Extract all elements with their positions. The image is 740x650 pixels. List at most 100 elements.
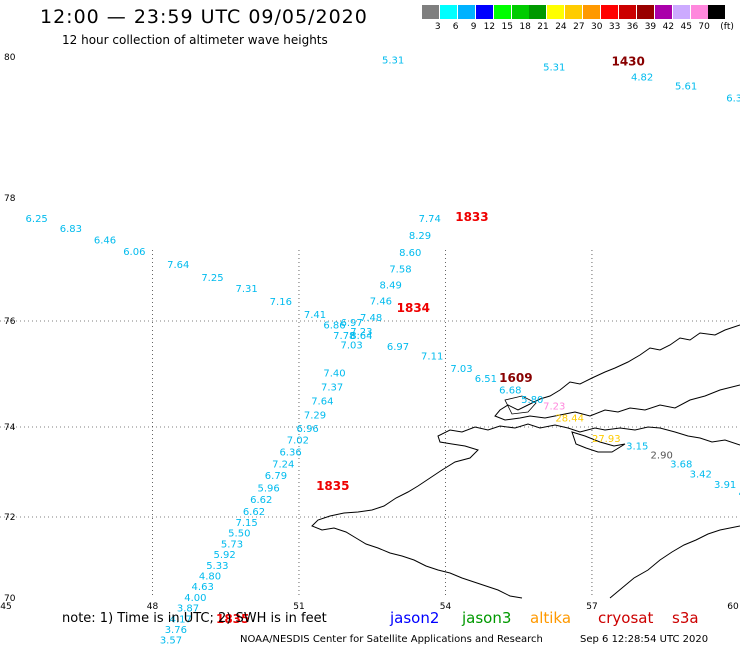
lat-tick-label: 70 [4,594,16,604]
wave-height-value: 5.96 [257,483,279,494]
wave-height-value: 6.32 [726,93,740,104]
legend-label: 9 [470,22,477,32]
coastline-bay [504,395,537,415]
legend-swatch [672,5,690,19]
wave-height-value: 7.03 [340,341,362,352]
satellite-s3a: s3a [672,609,699,627]
pass-time-label: 1835 [316,479,349,493]
wave-height-value: 5.31 [382,55,404,66]
axis-ticks: 45 48 51 54 57 60 80 78 76 74 72 70 [0,53,739,612]
wave-height-value: 6.86 [323,320,345,331]
wave-height-value: 6.46 [94,236,116,247]
wave-height-value: 7.78 [333,331,355,342]
wave-height-value: 6.97 [387,342,409,353]
wave-height-value: 7.64 [311,397,333,408]
legend-label: 45 [680,22,692,32]
observations-layer: 5.315.314.825.616.3246.256.836.466.067.6… [26,55,740,646]
legend-swatch [475,5,493,19]
satellite-jason3: jason3 [462,609,512,627]
wave-height-value: 7.23 [350,327,372,338]
legend-swatch [636,5,654,19]
legend-swatch [511,5,529,19]
lon-tick-label: 60 [727,602,739,612]
legend-swatch [422,5,439,19]
legend-label: 39 [644,22,657,32]
wave-height-value: 6.62 [243,507,265,518]
wave-height-value: 5.61 [675,81,697,92]
wave-height-value: 27.93 [592,434,621,445]
time-labels-layer: 1430 1833 1834 1609 1835 1835 [216,54,645,626]
legend-label: 30 [591,22,603,32]
wave-height-value: 7.40 [323,369,345,380]
lon-tick-label: 54 [440,602,452,612]
legend-label: 33 [608,22,621,32]
legend-label: 18 [519,22,531,32]
wave-height-value: 7.24 [272,460,294,471]
pass-time-label: 1833 [455,210,488,224]
wave-height-value: 7.31 [236,284,258,295]
footnote: note: 1) Time is in UTC; 2) SWH is in fe… [62,611,327,626]
wave-height-value: 7.02 [287,436,309,447]
wave-height-value: 6.36 [279,447,301,458]
lon-tick-label: 45 [0,602,11,612]
legend-swatch [493,5,511,19]
wave-height-value: 7.41 [304,310,326,321]
legend-label: 6 [452,22,459,32]
lat-tick-label: 72 [4,513,15,523]
satellite-altika: altika [530,609,572,627]
wave-height-value: 3.68 [670,460,692,471]
page-title: 12:00 — 23:59 UTC 09/05/2020 [40,6,368,28]
legend-label: 36 [626,22,639,32]
page-subtitle: 12 hour collection of altimeter wave hei… [62,33,328,47]
wave-height-value: 7.16 [270,297,292,308]
wave-height-value: 7.58 [389,264,411,275]
wave-height-value: 6.83 [60,224,82,235]
wave-height-value: 8.60 [399,248,421,259]
wave-height-value: 8.29 [409,231,431,242]
coastline-north-island [494,324,740,421]
wave-height-value: 6.96 [297,424,319,435]
wave-height-value: 8.49 [380,280,402,291]
wave-height-value: 7.64 [167,260,189,271]
legend-swatch [654,5,672,19]
wave-height-value: 7.23 [543,402,565,413]
legend-swatch [547,5,565,19]
lon-tick-label: 51 [293,602,304,612]
legend-label: 42 [662,22,675,32]
legend-swatch [583,5,601,19]
legend-swatch [565,5,583,19]
wave-height-value: 6.25 [26,214,48,225]
wave-height-value: 7.25 [201,273,223,284]
legend-label: 70 [698,22,710,32]
wave-height-value: 7.74 [419,214,441,225]
generated-timestamp: Sep 6 12:28:54 UTC 2020 [580,634,709,645]
wave-height-value: 6.62 [250,495,272,506]
wave-height-value: 5.80 [521,395,543,406]
wave-height-value: 6.51 [475,374,497,385]
legend-label: 12 [483,22,496,32]
legend-label: 27 [573,22,585,32]
coastline-strait [571,431,626,453]
wave-height-value: 4.63 [192,582,214,593]
wave-height-value: 28.44 [555,414,584,425]
wave-height-value: 3.15 [626,442,648,453]
legend-label: 15 [501,22,513,32]
legend-label: 21 [537,22,549,32]
wave-height-value: 4.53 [738,488,740,499]
wave-height-value: 4.00 [184,593,206,604]
legend-label: 24 [555,22,567,32]
wave-height-value: 7.29 [304,411,326,422]
pass-time-label: 1609 [499,371,532,385]
wave-height-value: 7.46 [370,296,392,307]
wave-height-value: 7.15 [236,518,258,529]
legend-swatch [690,5,708,19]
wave-height-value: 5.92 [214,550,236,561]
wave-height-value: 5.33 [206,561,228,572]
legend-swatch [529,5,547,19]
pass-time-label: 1835 [216,612,249,626]
lat-tick-label: 74 [4,423,16,433]
legend-swatch [457,5,475,19]
wave-height-value: 7.11 [421,352,443,363]
coastline-south-island [311,423,740,599]
wave-height-value: 3.42 [690,469,712,480]
